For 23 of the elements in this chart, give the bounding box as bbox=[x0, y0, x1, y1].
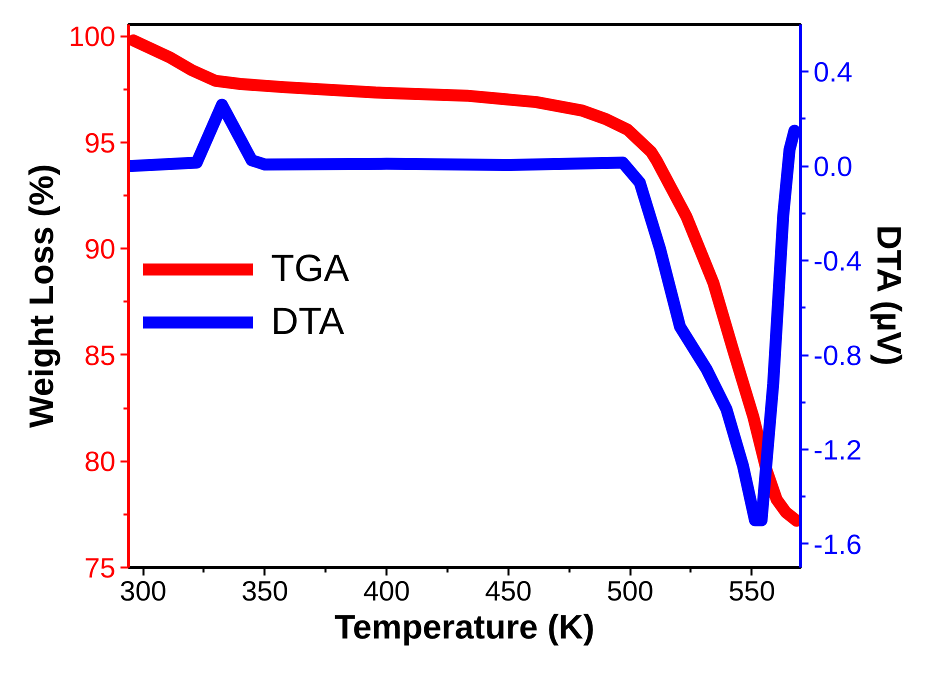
y2-tick-label: 0.4 bbox=[814, 56, 852, 88]
y2-tick-label: -0.4 bbox=[814, 246, 862, 277]
x-tick-label: 500 bbox=[606, 576, 654, 606]
y-tick-label: 100 bbox=[68, 21, 116, 52]
x-tick-label: 300 bbox=[120, 576, 166, 606]
y2-tick-label: 0.0 bbox=[814, 151, 852, 182]
y2-tick-label: -1.2 bbox=[814, 434, 862, 466]
y-axis-title: Weight Loss (%) bbox=[22, 164, 61, 428]
y-tick-label: 85 bbox=[84, 340, 116, 371]
x-tick-label: 400 bbox=[363, 576, 410, 606]
y2-tick-label: -1.6 bbox=[814, 528, 862, 560]
legend-label: DTA bbox=[271, 300, 344, 344]
x-tick-label: 350 bbox=[241, 576, 288, 606]
x-tick-label: 550 bbox=[728, 576, 776, 606]
x-axis-title: Temperature (K) bbox=[334, 608, 595, 646]
y-tick-label: 95 bbox=[84, 127, 116, 158]
y-tick-label: 90 bbox=[84, 234, 116, 265]
x-tick-label: 450 bbox=[484, 576, 532, 606]
y2-axis-title: DTA (µV) bbox=[870, 225, 908, 366]
legend-label: TGA bbox=[271, 248, 350, 290]
y2-tick-label: -0.8 bbox=[814, 340, 862, 372]
y-tick-label: 80 bbox=[84, 446, 116, 478]
y-tick-label: 75 bbox=[84, 552, 116, 584]
